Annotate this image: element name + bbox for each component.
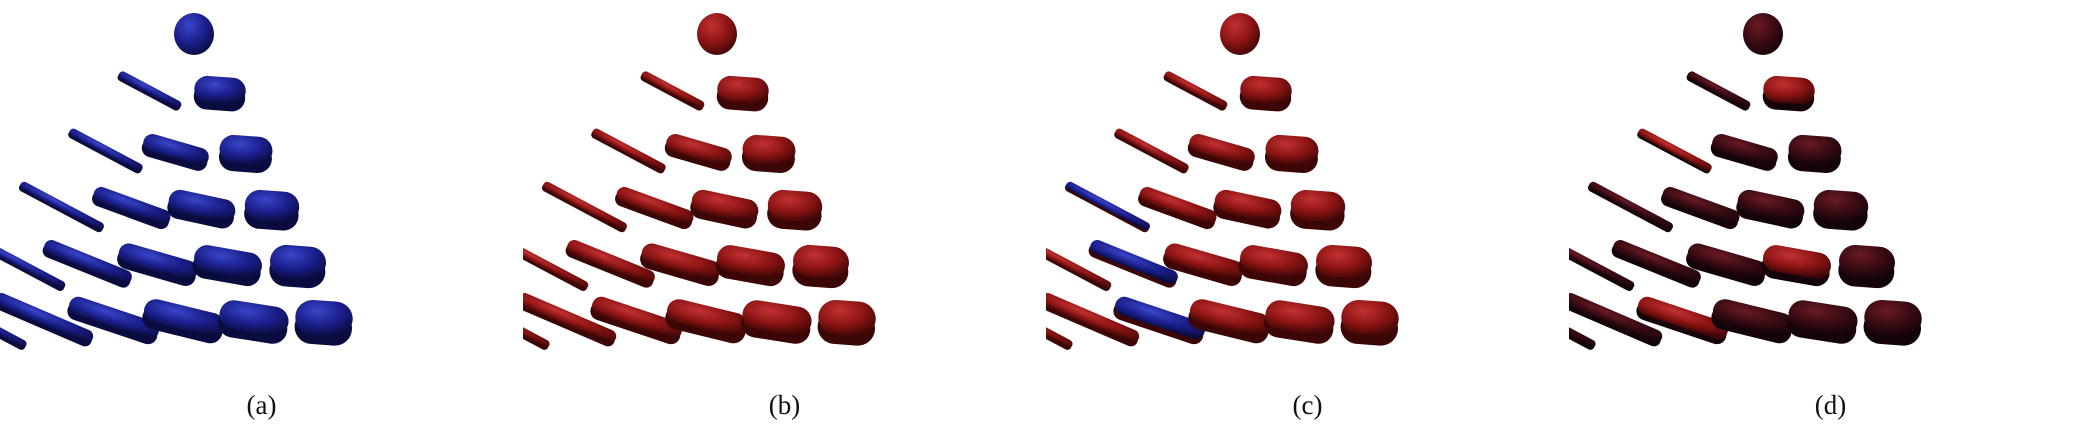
shape-r5-c4 xyxy=(1264,300,1335,344)
shape-r5-c5 xyxy=(294,299,353,346)
shape-r3-c2 xyxy=(1736,189,1805,229)
shape-grid-d xyxy=(1569,13,1922,350)
shape-r2-c1 xyxy=(664,134,732,171)
shape-r5-c2 xyxy=(590,296,682,345)
shape-r4-c2 xyxy=(117,243,198,286)
shape-r2-c0 xyxy=(591,128,666,174)
shape-r5-c4 xyxy=(1787,300,1858,344)
shape-r5-c5 xyxy=(817,299,876,346)
shape-r3-c3 xyxy=(1813,189,1869,231)
shape-r4-c0 xyxy=(1569,234,1635,292)
shape-r4-c1 xyxy=(1088,240,1178,288)
shape-r2-c1 xyxy=(1710,134,1778,171)
shape-r3-c3 xyxy=(244,189,300,231)
caption-a: (a) xyxy=(246,390,277,420)
shape-r5-c5 xyxy=(1863,299,1922,346)
shape-r3-c1 xyxy=(1138,187,1217,230)
shape-r1-c1 xyxy=(716,75,769,112)
shape-r5-c3 xyxy=(142,299,225,344)
shape-r4-c3 xyxy=(715,245,785,287)
shape-r5-c1 xyxy=(1046,293,1140,347)
shape-r5-c1 xyxy=(1569,293,1663,347)
shape-r5-c0 xyxy=(1569,288,1596,350)
shape-grid-b xyxy=(523,13,876,350)
shape-r4-c4 xyxy=(1315,244,1372,289)
shape-r3-c0 xyxy=(541,181,627,233)
shape-r0-c0 xyxy=(174,13,214,55)
shape-r3-c1 xyxy=(1661,187,1740,230)
shape-r0-c0 xyxy=(1220,13,1260,55)
shape-r5-c3 xyxy=(1188,299,1271,344)
shape-r4-c1 xyxy=(565,240,655,288)
shape-r4-c0 xyxy=(1046,234,1112,292)
shape-r1-c1 xyxy=(193,75,246,112)
shape-grid-c xyxy=(1046,13,1399,350)
shape-r4-c4 xyxy=(1838,244,1895,289)
shape-r4-c2 xyxy=(1686,243,1767,286)
shape-r4-c2 xyxy=(1163,243,1244,286)
shape-r2-c2 xyxy=(741,134,796,173)
panel-b: (b) xyxy=(523,0,1046,435)
caption-d: (d) xyxy=(1814,390,1847,420)
shape-r4-c0 xyxy=(0,234,66,292)
shape-r4-c2 xyxy=(640,243,721,286)
shape-r3-c0 xyxy=(1064,181,1150,233)
shape-r0-c0 xyxy=(697,13,737,55)
shape-r5-c5 xyxy=(1340,299,1399,346)
shape-r3-c0 xyxy=(18,181,104,233)
shape-r4-c3 xyxy=(192,245,262,287)
shape-r5-c2 xyxy=(67,296,159,345)
shape-r1-c0 xyxy=(117,71,182,111)
shape-r5-c4 xyxy=(741,300,812,344)
shape-r5-c3 xyxy=(1711,299,1794,344)
shape-grid-a xyxy=(0,13,353,350)
shape-r2-c2 xyxy=(218,134,273,173)
shape-r4-c1 xyxy=(1611,240,1701,288)
shape-r0-c0 xyxy=(1743,13,1783,55)
shape-r1-c1 xyxy=(1239,75,1292,112)
shape-r4-c4 xyxy=(792,244,849,289)
caption-b: (b) xyxy=(768,390,801,420)
panel-d: (d) xyxy=(1569,0,2092,435)
shape-r3-c3 xyxy=(767,189,823,231)
shape-r1-c0 xyxy=(1686,71,1751,111)
shape-r4-c1 xyxy=(42,240,132,288)
caption-c: (c) xyxy=(1292,390,1323,420)
shape-r2-c2 xyxy=(1787,134,1842,173)
shape-r5-c1 xyxy=(523,293,617,347)
shape-r5-c4 xyxy=(218,300,289,344)
shape-r5-c2 xyxy=(1113,296,1205,345)
shape-r2-c2 xyxy=(1264,134,1319,173)
shape-r2-c0 xyxy=(68,128,143,174)
shape-r4-c0 xyxy=(523,234,589,292)
shape-r4-c3 xyxy=(1238,245,1308,287)
shape-r3-c2 xyxy=(690,189,759,229)
shape-r5-c1 xyxy=(0,293,94,347)
panel-a: (a) xyxy=(0,0,523,435)
shape-r5-c0 xyxy=(1046,288,1073,350)
shape-r5-c2 xyxy=(1636,296,1728,345)
shape-r3-c2 xyxy=(1213,189,1282,229)
shape-r2-c0 xyxy=(1114,128,1189,174)
shape-r3-c1 xyxy=(615,187,694,230)
shape-r1-c1 xyxy=(1762,75,1815,112)
shape-r3-c2 xyxy=(167,189,236,229)
shape-r4-c3 xyxy=(1761,245,1831,287)
shape-r5-c3 xyxy=(665,299,748,344)
shape-r3-c3 xyxy=(1290,189,1346,231)
panel-c: (c) xyxy=(1046,0,1569,435)
shape-r3-c0 xyxy=(1587,181,1673,233)
shape-r5-c0 xyxy=(523,288,550,350)
shape-r1-c0 xyxy=(640,71,705,111)
shape-r3-c1 xyxy=(92,187,171,230)
shape-r5-c0 xyxy=(0,288,27,350)
shape-r1-c0 xyxy=(1163,71,1228,111)
shape-r2-c1 xyxy=(141,134,209,171)
shape-r2-c1 xyxy=(1187,134,1255,171)
shape-r2-c0 xyxy=(1637,128,1712,174)
shape-r4-c4 xyxy=(269,244,326,289)
